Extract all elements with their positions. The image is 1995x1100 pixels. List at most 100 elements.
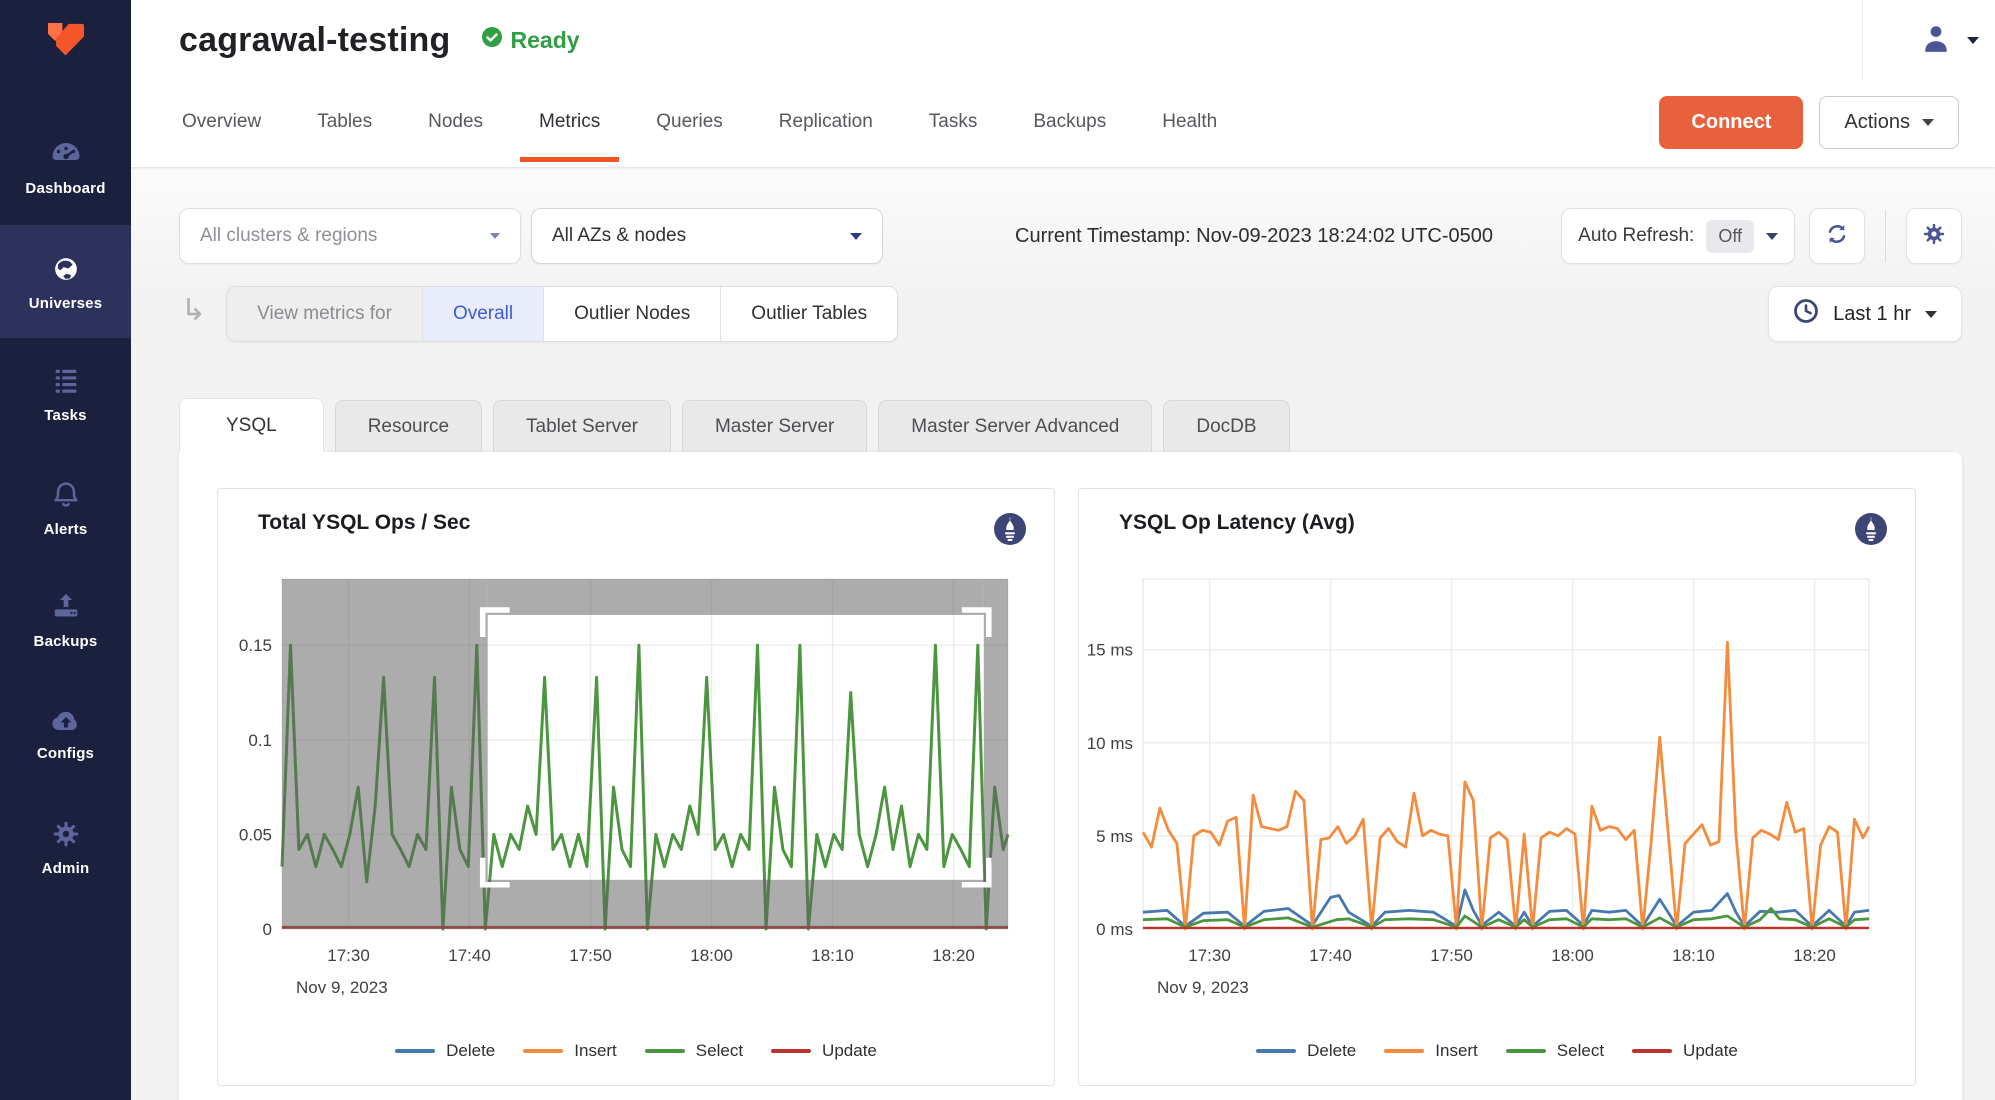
view-metrics-segmented-control: View metrics for Overall Outlier Nodes O…	[226, 286, 898, 342]
chart-card-total-ysql-ops: Total YSQL Ops / Sec	[217, 488, 1055, 1086]
chevron-down-icon	[1967, 37, 1979, 44]
sidebar-item-tasks[interactable]: Tasks	[0, 338, 131, 451]
legend-item-update[interactable]: Update	[1632, 1041, 1738, 1061]
sidebar-item-label: Configs	[37, 745, 94, 762]
sidebar-item-alerts[interactable]: Alerts	[0, 451, 131, 564]
page-title: cagrawal-testing	[179, 21, 451, 60]
legend-item-update[interactable]: Update	[771, 1041, 877, 1061]
view-option-outlier-tables[interactable]: Outlier Tables	[720, 287, 897, 341]
legend-item-delete[interactable]: Delete	[395, 1041, 495, 1061]
auto-refresh-label: Auto Refresh:	[1578, 225, 1694, 247]
chevron-down-icon	[1925, 311, 1937, 318]
filter-row-right: Auto Refresh: Off	[1561, 208, 1962, 264]
svg-text:10 ms: 10 ms	[1087, 734, 1133, 753]
sidebar-item-label: Backups	[34, 633, 98, 650]
divider	[1885, 210, 1886, 262]
legend-swatch	[1384, 1049, 1424, 1054]
legend-label: Select	[696, 1041, 743, 1061]
chevron-down-icon	[1766, 233, 1778, 240]
refresh-button[interactable]	[1809, 208, 1865, 264]
metric-tab-ysql[interactable]: YSQL	[179, 398, 324, 452]
legend-swatch	[645, 1049, 685, 1054]
list-icon	[49, 366, 83, 398]
svg-text:15 ms: 15 ms	[1087, 641, 1133, 660]
prometheus-icon[interactable]	[1853, 511, 1889, 552]
metric-tab-resource[interactable]: Resource	[335, 400, 482, 452]
sidebar-item-backups[interactable]: Backups	[0, 564, 131, 677]
tab-backups[interactable]: Backups	[1030, 82, 1109, 162]
latency-chart-canvas[interactable]: 0 ms5 ms10 ms15 ms17:3017:4017:5018:0018…	[1081, 569, 1881, 1039]
sidebar: Dashboard Universes Tasks	[0, 0, 131, 1100]
legend-swatch	[1506, 1049, 1546, 1054]
sidebar-item-label: Tasks	[44, 407, 86, 424]
metric-tab-master-server[interactable]: Master Server	[682, 400, 867, 452]
sidebar-item-label: Alerts	[44, 521, 88, 538]
filter-row: All clusters & regions All AZs & nodes C…	[179, 208, 1962, 264]
legend-swatch	[523, 1049, 563, 1054]
chart-column: Total YSQL Ops / Sec	[217, 488, 1055, 1100]
svg-text:0: 0	[263, 920, 272, 939]
sidebar-item-configs[interactable]: Configs	[0, 677, 131, 790]
metric-tab-master-server-advanced[interactable]: Master Server Advanced	[878, 400, 1152, 452]
tab-metrics[interactable]: Metrics	[536, 82, 603, 162]
svg-text:0.05: 0.05	[239, 825, 272, 844]
tab-tasks[interactable]: Tasks	[926, 82, 981, 162]
chart-header: YSQL Op Latency (Avg)	[1079, 511, 1915, 557]
legend-swatch	[395, 1049, 435, 1054]
legend-label: Insert	[1435, 1041, 1478, 1061]
chevron-down-icon	[850, 233, 862, 240]
legend-item-delete[interactable]: Delete	[1256, 1041, 1356, 1061]
legend-item-select[interactable]: Select	[1506, 1041, 1604, 1061]
azs-nodes-value: All AZs & nodes	[552, 225, 686, 247]
sidebar-item-label: Dashboard	[25, 180, 105, 197]
sidebar-item-dashboard[interactable]: Dashboard	[0, 112, 131, 225]
svg-text:17:50: 17:50	[1430, 946, 1473, 965]
svg-text:17:40: 17:40	[1309, 946, 1352, 965]
azs-nodes-dropdown[interactable]: All AZs & nodes	[531, 208, 883, 264]
connect-button[interactable]: Connect	[1659, 96, 1803, 149]
sidebar-item-universes[interactable]: Universes	[0, 225, 131, 338]
legend-label: Delete	[1307, 1041, 1356, 1061]
prometheus-icon[interactable]	[992, 511, 1028, 552]
chart-legend: Delete Insert Select	[1079, 1041, 1915, 1061]
tab-tables[interactable]: Tables	[314, 82, 375, 162]
yugabyte-logo[interactable]	[0, 0, 131, 112]
tabs-row: Overview Tables Nodes Metrics Queries Re…	[179, 82, 1995, 162]
user-icon	[1921, 23, 1951, 58]
metric-tab-tablet-server[interactable]: Tablet Server	[493, 400, 671, 452]
settings-button[interactable]	[1906, 208, 1962, 264]
svg-text:0.1: 0.1	[248, 731, 272, 750]
view-option-outlier-nodes[interactable]: Outlier Nodes	[543, 287, 720, 341]
ops-chart-canvas[interactable]: 00.050.10.1517:3017:4017:5018:0018:1018:…	[220, 569, 1020, 1039]
tab-nodes[interactable]: Nodes	[425, 82, 486, 162]
actions-button[interactable]: Actions	[1819, 96, 1959, 149]
chart-column: YSQL Op Latency (Avg)	[1078, 488, 1916, 1100]
tab-queries[interactable]: Queries	[653, 82, 726, 162]
check-circle-icon	[481, 26, 503, 54]
chevron-down-icon	[490, 233, 500, 239]
auto-refresh-dropdown[interactable]: Auto Refresh: Off	[1561, 208, 1795, 264]
speedometer-icon	[48, 141, 84, 171]
time-range-dropdown[interactable]: Last 1 hr	[1768, 286, 1962, 342]
legend-swatch	[771, 1049, 811, 1054]
svg-text:17:30: 17:30	[327, 946, 370, 965]
svg-text:17:50: 17:50	[569, 946, 612, 965]
tab-replication[interactable]: Replication	[776, 82, 876, 162]
metric-tab-docdb[interactable]: DocDB	[1163, 400, 1289, 452]
user-menu[interactable]	[1862, 0, 1979, 80]
svg-text:5 ms: 5 ms	[1096, 827, 1133, 846]
chart-title: Total YSQL Ops / Sec	[258, 511, 470, 535]
clusters-regions-dropdown[interactable]: All clusters & regions	[179, 208, 521, 264]
clusters-regions-value: All clusters & regions	[200, 225, 377, 247]
legend-label: Update	[1683, 1041, 1738, 1061]
auto-refresh-value: Off	[1706, 220, 1754, 253]
tab-health[interactable]: Health	[1159, 82, 1220, 162]
legend-item-select[interactable]: Select	[645, 1041, 743, 1061]
view-option-overall[interactable]: Overall	[422, 287, 543, 341]
tab-overview[interactable]: Overview	[179, 82, 264, 162]
sidebar-item-admin[interactable]: Admin	[0, 790, 131, 903]
legend-item-insert[interactable]: Insert	[523, 1041, 617, 1061]
svg-text:17:40: 17:40	[448, 946, 491, 965]
branch-arrow-icon: ↳	[181, 293, 206, 328]
legend-item-insert[interactable]: Insert	[1384, 1041, 1478, 1061]
